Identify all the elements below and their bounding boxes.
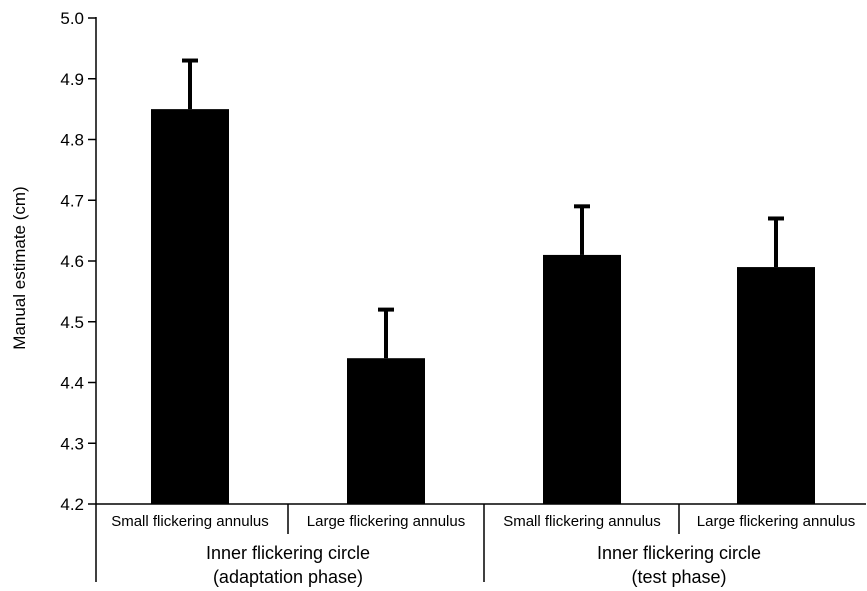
- y-tick-label: 4.7: [60, 191, 84, 210]
- y-tick-label: 4.3: [60, 434, 84, 453]
- y-tick-label: 4.4: [60, 374, 84, 393]
- y-axis-title: Manual estimate (cm): [10, 186, 29, 349]
- x-group-label: Inner flickering circle: [597, 543, 761, 563]
- bar: [347, 358, 425, 504]
- x-category-label: Large flickering annulus: [307, 513, 465, 530]
- bar: [151, 109, 229, 504]
- y-tick-label: 4.6: [60, 252, 84, 271]
- x-category-label: Large flickering annulus: [697, 513, 855, 530]
- y-tick-label: 5.0: [60, 9, 84, 28]
- y-tick-label: 4.9: [60, 70, 84, 89]
- x-axis: Small flickering annulus Large flickering…: [95, 503, 866, 587]
- x-group-sublabel: (test phase): [631, 567, 726, 587]
- y-tick-label: 4.5: [60, 313, 84, 332]
- x-group-sublabel: (adaptation phase): [213, 567, 363, 587]
- x-category-label: Small flickering annulus: [503, 513, 661, 530]
- x-category-label: Small flickering annulus: [111, 513, 269, 530]
- y-tick-label: 4.8: [60, 131, 84, 150]
- y-axis: 4.2 4.3 4.4 4.5 4.6 4.7 4.8 4.9 5.0: [60, 9, 97, 514]
- bar: [737, 267, 815, 504]
- x-group-label: Inner flickering circle: [206, 543, 370, 563]
- bars: [151, 58, 815, 504]
- y-tick-label: 4.2: [60, 495, 84, 514]
- bar: [543, 254, 621, 504]
